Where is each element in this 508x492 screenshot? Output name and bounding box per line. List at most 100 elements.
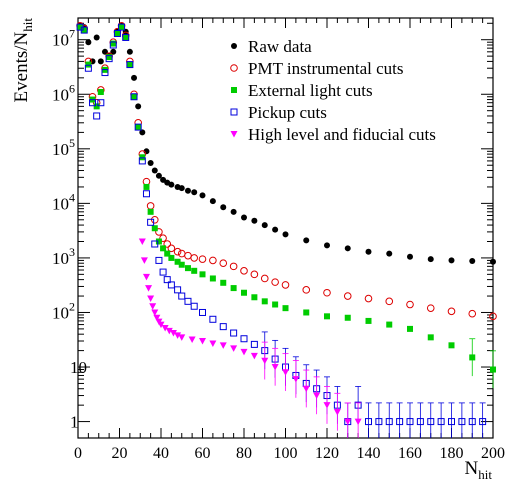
data-point: [282, 231, 289, 238]
y-tick-label: 106: [52, 81, 75, 104]
data-point: [396, 418, 404, 426]
data-point: [416, 418, 424, 426]
data-point: [143, 183, 150, 190]
data-point: [230, 208, 237, 215]
data-point: [302, 286, 311, 294]
data-point: [126, 61, 133, 68]
data-point: [220, 279, 227, 286]
data-point: [209, 198, 216, 205]
data-point: [260, 274, 269, 283]
data-point: [118, 23, 126, 31]
data-point: [174, 332, 182, 339]
data-point: [271, 364, 279, 371]
data-point: [155, 256, 163, 264]
data-point: [406, 300, 414, 309]
legend-marker: [231, 87, 237, 93]
data-point: [77, 24, 84, 31]
data-point: [303, 309, 310, 316]
x-tick-label: 140: [357, 445, 381, 462]
data-point: [97, 89, 104, 96]
data-point: [261, 298, 268, 305]
data-point: [261, 222, 268, 229]
data-point: [159, 268, 167, 276]
data-point: [448, 418, 455, 426]
data-point: [80, 26, 88, 34]
data-point: [146, 202, 155, 210]
legend-label: High level and fiducial cuts: [248, 125, 436, 144]
data-point: [134, 123, 142, 131]
x-tick-label: 180: [440, 445, 464, 462]
x-tick-label: 120: [315, 445, 339, 462]
data-point: [151, 240, 159, 248]
data-point: [177, 249, 186, 258]
x-axis-label: Nhit: [465, 458, 493, 482]
x-tick-label: 40: [153, 445, 169, 462]
data-point: [313, 392, 321, 400]
data-point: [159, 234, 167, 242]
data-point: [219, 259, 228, 268]
data-point: [292, 376, 300, 383]
data-point: [184, 265, 191, 272]
data-point: [282, 305, 289, 312]
data-point: [151, 167, 158, 174]
data-point: [135, 103, 142, 110]
data-point: [105, 55, 113, 63]
legend-marker: [230, 108, 238, 116]
legend-label: External light cuts: [248, 81, 373, 100]
data-point: [147, 218, 155, 226]
data-point: [386, 321, 393, 328]
data-point: [220, 204, 227, 211]
data-point: [469, 257, 476, 264]
y-tick-label: 102: [52, 299, 75, 322]
data-point: [110, 48, 117, 55]
data-point: [140, 257, 148, 264]
data-point: [199, 192, 206, 199]
data-point: [448, 342, 455, 349]
data-point: [93, 112, 101, 120]
data-point: [174, 258, 181, 265]
data-point: [198, 255, 207, 263]
data-point: [184, 251, 192, 260]
x-tick-label: 200: [481, 445, 505, 462]
y-tick-label: 104: [52, 190, 75, 213]
data-point: [145, 285, 153, 292]
data-point: [271, 278, 279, 286]
data-point: [209, 315, 217, 323]
data-point: [375, 418, 383, 426]
data-point: [324, 313, 330, 320]
legend-label: Pickup cuts: [248, 103, 327, 122]
x-tick-label: 0: [74, 445, 82, 462]
data-point: [427, 418, 435, 426]
data-point: [230, 345, 238, 352]
data-point: [323, 288, 331, 297]
data-point: [114, 30, 121, 37]
data-point: [479, 418, 487, 426]
data-point: [135, 124, 142, 131]
y-tick-label: 1: [70, 413, 79, 432]
data-point: [93, 34, 100, 41]
legend: Raw data PMT instrumental cuts External li…: [230, 37, 436, 144]
data-point: [131, 93, 138, 100]
data-point: [490, 258, 496, 265]
data-point: [139, 129, 146, 136]
data-point: [165, 327, 173, 335]
data-point: [458, 418, 466, 426]
data-point: [209, 256, 217, 265]
data-point: [324, 242, 330, 249]
y-axis-label: Events/Nhit: [11, 18, 35, 103]
data-point: [151, 225, 158, 232]
x-tick-label: 60: [195, 445, 211, 462]
x-axis: 0 20 40 60 80 100 120 140 160 180 200: [74, 18, 505, 462]
data-point: [130, 93, 138, 101]
data-point: [240, 348, 248, 356]
data-point: [427, 334, 434, 341]
data-point: [240, 335, 248, 343]
data-point: [251, 217, 258, 224]
data-point: [126, 48, 133, 55]
data-point: [155, 238, 162, 245]
data-point: [150, 215, 159, 224]
data-point: [199, 308, 206, 316]
data-point: [163, 240, 172, 248]
data-point: [106, 54, 113, 61]
